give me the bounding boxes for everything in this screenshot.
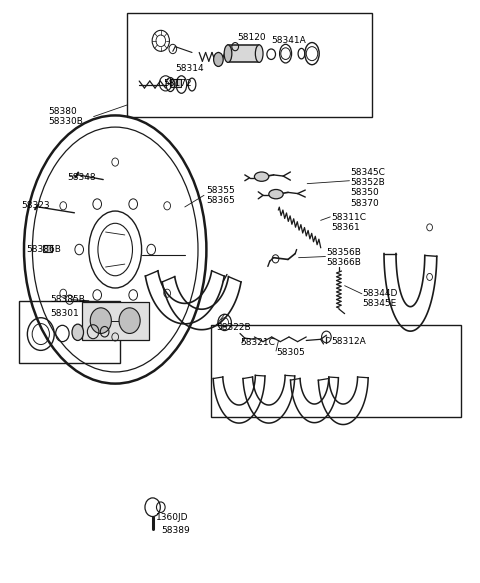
Text: 58355
58365: 58355 58365 — [206, 185, 235, 205]
Text: 58356B
58366B: 58356B 58366B — [326, 248, 361, 268]
Text: 58348: 58348 — [67, 173, 96, 182]
Bar — [228, 45, 259, 62]
Circle shape — [90, 308, 111, 333]
Bar — [170, 79, 181, 87]
Bar — [127, 13, 372, 117]
Ellipse shape — [72, 324, 84, 340]
Text: 58380
58330B: 58380 58330B — [48, 107, 83, 127]
Bar — [19, 301, 120, 363]
Text: 58344D
58345E: 58344D 58345E — [362, 289, 398, 308]
Text: 58314: 58314 — [175, 64, 204, 73]
Bar — [43, 245, 52, 252]
Ellipse shape — [224, 45, 232, 62]
Text: 58389: 58389 — [162, 526, 191, 535]
Text: 1360JD: 1360JD — [156, 513, 189, 522]
Ellipse shape — [214, 52, 223, 66]
Text: 58301: 58301 — [50, 309, 79, 318]
Ellipse shape — [254, 172, 269, 181]
Text: 58341A: 58341A — [271, 36, 306, 45]
Bar — [82, 302, 149, 340]
Ellipse shape — [255, 45, 263, 62]
Text: 58172: 58172 — [163, 79, 192, 89]
Circle shape — [119, 308, 140, 333]
Bar — [211, 325, 461, 417]
Text: 58345C
58352B
58350
58370: 58345C 58352B 58350 58370 — [350, 168, 385, 208]
Text: 58385B: 58385B — [50, 294, 85, 304]
Text: 58321C: 58321C — [240, 338, 275, 347]
Text: 58120: 58120 — [238, 33, 266, 43]
Ellipse shape — [269, 189, 283, 199]
Text: 58312A: 58312A — [331, 336, 366, 346]
Text: 58305: 58305 — [276, 348, 305, 357]
Text: 58323: 58323 — [22, 201, 50, 210]
Text: 58322B: 58322B — [216, 323, 251, 332]
Text: 58311C
58361: 58311C 58361 — [331, 213, 366, 233]
Text: 58386B: 58386B — [26, 245, 61, 254]
